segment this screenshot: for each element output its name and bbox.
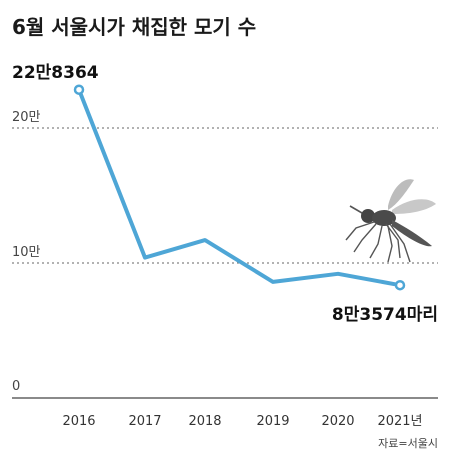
y-tick-label-1: 10만 — [12, 245, 41, 260]
series-layer — [73, 84, 406, 291]
point-marker-5 — [394, 279, 406, 291]
chart-title: 6월 서울시가 채집한 모기 수 — [12, 15, 256, 39]
data-label-0: 22만8364 — [12, 63, 99, 83]
y-tick-labels: 0 10만 20만 — [12, 110, 41, 394]
x-tick-label-0: 2016 — [62, 414, 95, 429]
mosquito-icon — [345, 179, 436, 263]
y-tick-label-0: 0 — [12, 379, 20, 394]
x-tick-label-3: 2019 — [256, 414, 289, 429]
x-tick-label-2: 2018 — [188, 414, 221, 429]
x-tick-label-5: 2021년 — [377, 414, 422, 429]
y-tick-label-2: 20만 — [12, 110, 41, 125]
x-tick-label-4: 2020 — [321, 414, 354, 429]
point-marker-0 — [73, 84, 85, 95]
series-line-0 — [77, 87, 402, 288]
source-note: 자료=서울시 — [378, 437, 438, 450]
data-labels: 22만8364 8만3574마리 — [12, 63, 438, 325]
gridlines — [12, 127, 438, 264]
x-tick-labels: 2016 2017 2018 2019 2020 2021년 — [62, 414, 422, 429]
x-tick-label-1: 2017 — [128, 414, 161, 429]
data-label-1: 8만3574마리 — [332, 305, 438, 325]
